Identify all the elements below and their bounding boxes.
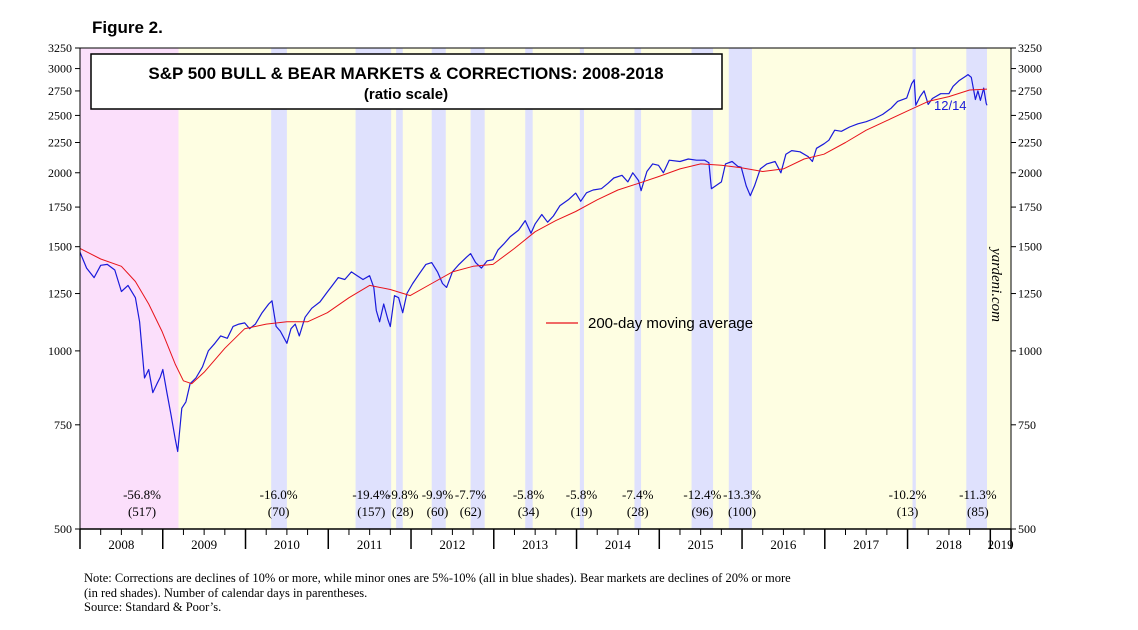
title-box: [90, 53, 723, 110]
correction-pct-label: -10.2%: [889, 487, 927, 502]
correction-pct-label: -7.4%: [622, 487, 654, 502]
correction-pct-label: -5.8%: [513, 487, 545, 502]
bull-market-background: [80, 48, 1011, 529]
correction-pct-label: -19.4%: [352, 487, 390, 502]
y-tick-label-left: 2250: [48, 135, 72, 149]
x-year-label: 2011: [357, 537, 383, 552]
correction-pct-label: -13.3%: [723, 487, 761, 502]
correction-pct-label: -16.0%: [260, 487, 298, 502]
y-tick-label-left: 500: [54, 522, 72, 536]
x-year-label: 2018: [936, 537, 962, 552]
figure-label: Figure 2.: [92, 18, 163, 37]
plot-lines: [79, 74, 988, 453]
y-tick-label-left: 3250: [48, 41, 72, 55]
correction-days-label: (19): [571, 504, 593, 519]
correction-pct-label: -7.7%: [455, 487, 487, 502]
note-line-2: (in red shades). Number of calendar days…: [84, 585, 368, 600]
x-year-label: 2013: [522, 537, 548, 552]
correction-region-10: [728, 48, 752, 529]
correction-region-4: [431, 48, 446, 529]
correction-pct-label: -9.8%: [387, 487, 419, 502]
legend-label-ma: 200-day moving average: [588, 315, 753, 332]
correction-region-7: [579, 48, 584, 529]
correction-pct-label: -12.4%: [683, 487, 721, 502]
y-tick-label-left: 2750: [48, 84, 72, 98]
last-value-label: 12/14: [934, 98, 967, 113]
sp500-series-line: [79, 74, 988, 453]
x-year-label: 2010: [274, 537, 300, 552]
y-tick-label-right: 1750: [1018, 200, 1042, 214]
correction-days-label: (517): [128, 504, 156, 519]
y-tick-label-left: 750: [54, 418, 72, 432]
note-line-1: Note: Corrections are declines of 10% or…: [84, 571, 791, 585]
x-year-label: 2008: [108, 537, 134, 552]
correction-days-label: (28): [392, 504, 414, 519]
correction-days-label: (70): [268, 504, 290, 519]
correction-region-1: [271, 48, 287, 529]
y-tick-label-left: 1500: [48, 240, 72, 254]
axes: 500 500 750 750 1000 1000 1250 1250 1500 1500 1750…: [48, 41, 1042, 552]
chart-title: S&P 500 BULL & BEAR MARKETS & CORRECTION…: [148, 64, 663, 83]
x-year-label: 2019: [988, 537, 1014, 552]
y-tick-label-right: 750: [1018, 418, 1036, 432]
y-tick-label-left: 1750: [48, 200, 72, 214]
y-tick-label-left: 3000: [48, 62, 72, 76]
y-tick-label-left: 2500: [48, 108, 72, 122]
y-tick-label-left: 2000: [48, 166, 72, 180]
correction-days-label: (13): [897, 504, 919, 519]
y-tick-label-right: 1500: [1018, 240, 1042, 254]
correction-region-11: [912, 48, 916, 529]
footnotes: Note: Corrections are declines of 10% or…: [84, 571, 1084, 615]
y-tick-label-right: 3250: [1018, 41, 1042, 55]
y-tick-label-right: 1250: [1018, 287, 1042, 301]
correction-days-label: (96): [691, 504, 713, 519]
watermark: yardeni.com: [988, 246, 1004, 322]
correction-pct-label: -11.3%: [959, 487, 997, 502]
correction-days-label: (100): [728, 504, 756, 519]
y-tick-label-right: 3000: [1018, 62, 1042, 76]
y-tick-label-right: 500: [1018, 522, 1036, 536]
correction-region-8: [634, 48, 642, 529]
correction-region-5: [470, 48, 485, 529]
correction-days-label: (62): [460, 504, 482, 519]
correction-pct-label: -9.9%: [422, 487, 454, 502]
correction-pct-label: -5.8%: [566, 487, 598, 502]
x-year-label: 2017: [853, 537, 880, 552]
sp500-chart: 500 500 750 750 1000 1000 1250 1250 1500 1500 1750…: [48, 41, 1042, 552]
moving-average-line: [79, 88, 988, 385]
correction-pct-label: -56.8%: [123, 487, 161, 502]
background-shading: [80, 48, 1011, 529]
correction-labels: -56.8% (517) -16.0% (70) -19.4% (157)-9.8% (28…: [123, 487, 997, 519]
correction-region-3: [396, 48, 403, 529]
correction-region-6: [525, 48, 533, 529]
correction-days-label: (34): [518, 504, 540, 519]
y-tick-label-right: 1000: [1018, 344, 1042, 358]
x-year-label: 2016: [770, 537, 797, 552]
y-tick-label-right: 2500: [1018, 108, 1042, 122]
y-tick-label-right: 2250: [1018, 135, 1042, 149]
chart-subtitle: (ratio scale): [364, 86, 448, 103]
correction-days-label: (28): [627, 504, 649, 519]
y-tick-label-left: 1250: [48, 287, 72, 301]
correction-days-label: (157): [357, 504, 385, 519]
x-year-label: 2012: [439, 537, 465, 552]
source-line: Source: Standard & Poor’s.: [84, 600, 222, 614]
y-tick-label-right: 2000: [1018, 166, 1042, 180]
x-year-label: 2009: [191, 537, 217, 552]
y-tick-label-right: 2750: [1018, 84, 1042, 98]
correction-days-label: (85): [967, 504, 989, 519]
correction-region-9: [691, 48, 714, 529]
correction-region-12: [966, 48, 988, 529]
x-year-label: 2014: [605, 537, 632, 552]
x-year-label: 2015: [688, 537, 714, 552]
y-tick-label-left: 1000: [48, 344, 72, 358]
correction-days-label: (60): [427, 504, 449, 519]
